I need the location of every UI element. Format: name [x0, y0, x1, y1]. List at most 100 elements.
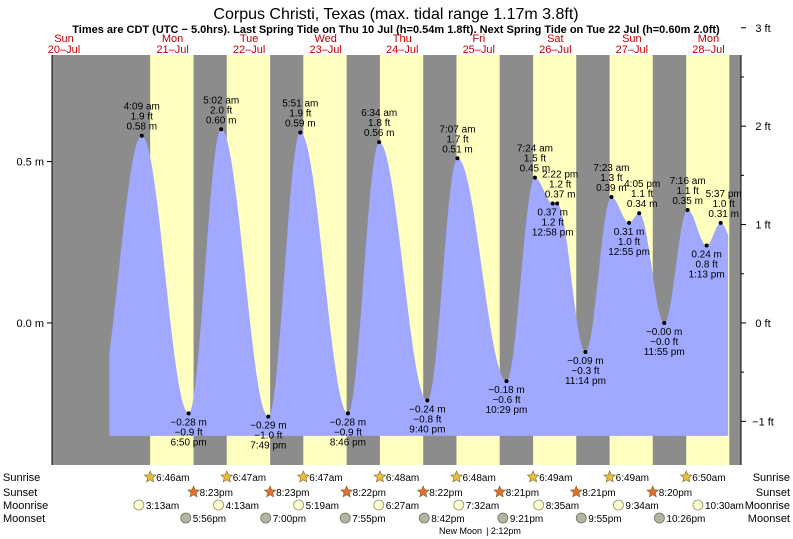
tide-extremum-point [266, 414, 271, 419]
day-name-label: Mon [162, 33, 183, 45]
tide-extremum-point [219, 127, 224, 132]
day-name-label: Mon [698, 33, 719, 45]
tide-extremum-label: −0.6 ft [492, 395, 520, 406]
moonset-time: 5:56pm [193, 514, 226, 525]
tide-extremum-point [718, 220, 723, 225]
sunrise-icon [220, 470, 234, 483]
moonrise-time: 5:19am [306, 501, 339, 512]
sunrise-icon [526, 470, 540, 483]
day-name-label: Sat [547, 33, 564, 45]
moonrise-icon [453, 499, 465, 511]
tide-extremum-label: 1.1 ft [677, 186, 699, 197]
tide-extremum-label: 5:02 am [203, 95, 239, 106]
tide-extremum-label: 1.0 ft [713, 199, 735, 210]
sunset-icon [340, 485, 354, 498]
tide-extremum-label: −0.00 m [646, 327, 682, 338]
moonrise-icon [293, 499, 305, 511]
tide-extremum-label: 7:07 am [439, 124, 475, 135]
sunrise-time: 6:46am [156, 473, 189, 484]
tide-extremum-label: 1.2 ft [542, 218, 564, 229]
tide-extremum-label: 0.56 m [364, 128, 395, 139]
tide-extremum-label: 0.8 ft [695, 259, 717, 270]
chart-subtitle: Times are CDT (UTC − 5.0hrs). Last Sprin… [72, 24, 720, 36]
tide-extremum-point [298, 130, 303, 135]
day-name-label: Fri [472, 33, 485, 45]
moonset-icon [575, 512, 587, 524]
tide-extremum-point [704, 243, 709, 248]
tide-extremum-label: −1.0 ft [254, 431, 282, 442]
left-axis-tick-label: 0.0 m [16, 318, 44, 330]
tide-extremum-label: 0.31 m [708, 209, 739, 220]
sunrise-time: 6:49am [616, 473, 649, 484]
sunset-time: 8:21pm [506, 488, 539, 499]
sunrise-icon [296, 470, 310, 483]
tide-extremum-label: 1.0 ft [618, 237, 640, 248]
tide-extremum-label: 6:34 am [361, 108, 397, 119]
sunset-time: 8:21pm [582, 488, 615, 499]
tide-extremum-point [377, 140, 382, 145]
moonset-icon [654, 512, 665, 524]
tide-extremum-label: 0.35 m [672, 196, 703, 207]
tide-extremum-label: 0.58 m [127, 122, 158, 133]
tide-extremum-point [662, 320, 667, 325]
day-date-label: 22–Jul [233, 44, 265, 56]
right-axis-tick-label: −1 ft [752, 416, 774, 428]
day-labels: Sun20–JulMon21–JulTue22–JulWed23–JulThu2… [48, 33, 725, 56]
sunset-time: 8:22pm [429, 488, 462, 499]
sunset-icon [187, 485, 201, 498]
tide-extremum-label: 1.9 ft [289, 108, 311, 119]
moonrise-time: 9:34am [625, 501, 658, 512]
moonset-time: 10:26pm [666, 514, 705, 525]
tide-extremum-point [550, 201, 555, 206]
day-date-label: 20–Jul [48, 44, 80, 56]
sunrise-icon [679, 470, 693, 483]
tide-extremum-point [345, 411, 350, 416]
moonrise-time: 10:30am [705, 501, 744, 512]
sunrise-icon [603, 470, 617, 483]
sunrise-time: 6:47am [309, 473, 342, 484]
sunrise-time: 6:50am [692, 473, 725, 484]
day-name-label: Thu [393, 33, 412, 45]
moonrise-time: 6:27am [386, 501, 419, 512]
row-label-left: Sunrise [3, 472, 40, 484]
tide-extremum-label: 0.34 m [627, 199, 658, 210]
tide-extremum-label: 0.37 m [545, 190, 576, 201]
tide-extremum-label: −0.24 m [409, 404, 445, 415]
sunset-time: 8:23pm [200, 488, 233, 499]
tide-extremum-label: 7:24 am [517, 144, 553, 155]
tide-extremum-label: 0.60 m [206, 115, 237, 126]
tide-extremum-label: 1.5 ft [524, 154, 546, 165]
tide-extremum-label: −0.09 m [567, 356, 603, 367]
tide-area [109, 129, 729, 436]
day-name-label: Sun [54, 33, 74, 45]
sunrise-time: 6:48am [462, 473, 495, 484]
moonset-time: 7:55pm [352, 514, 385, 525]
tide-extremum-label: −0.29 m [250, 421, 286, 432]
tide-extremum-label: 8:46 pm [330, 437, 366, 448]
tide-extremum-point [637, 211, 642, 216]
moonrise-time: 3:13am [146, 501, 179, 512]
moonrise-time: 4:13am [226, 501, 259, 512]
tide-extremum-label: 12:58 pm [532, 228, 574, 239]
tide-extremum-label: −0.9 ft [175, 427, 203, 438]
moon-phase-name: New Moon [439, 526, 482, 536]
tide-extremum-label: −0.3 ft [571, 366, 599, 377]
moonset-time: 9:55pm [588, 514, 621, 525]
sunrise-icon [450, 470, 463, 483]
sunset-icon [569, 485, 583, 498]
tide-extremum-label: 1.1 ft [631, 189, 653, 200]
row-label-right: Sunset [756, 487, 790, 499]
tide-extremum-point [555, 201, 560, 206]
moonset-time: 7:00pm [273, 514, 306, 525]
day-date-label: 28–Jul [692, 44, 724, 56]
tide-extremum-label: −0.18 m [488, 385, 524, 396]
tide-extremum-label: −0.28 m [330, 417, 366, 428]
tide-extremum-label: 2:22 pm [542, 170, 578, 181]
tide-extremum-label: 5:51 am [282, 98, 318, 109]
tide-extremum-label: 0.59 m [285, 118, 316, 129]
moonset-icon [180, 512, 192, 524]
tide-extremum-label: 0.51 m [442, 144, 473, 155]
tide-extremum-label: 4:09 am [124, 102, 160, 113]
